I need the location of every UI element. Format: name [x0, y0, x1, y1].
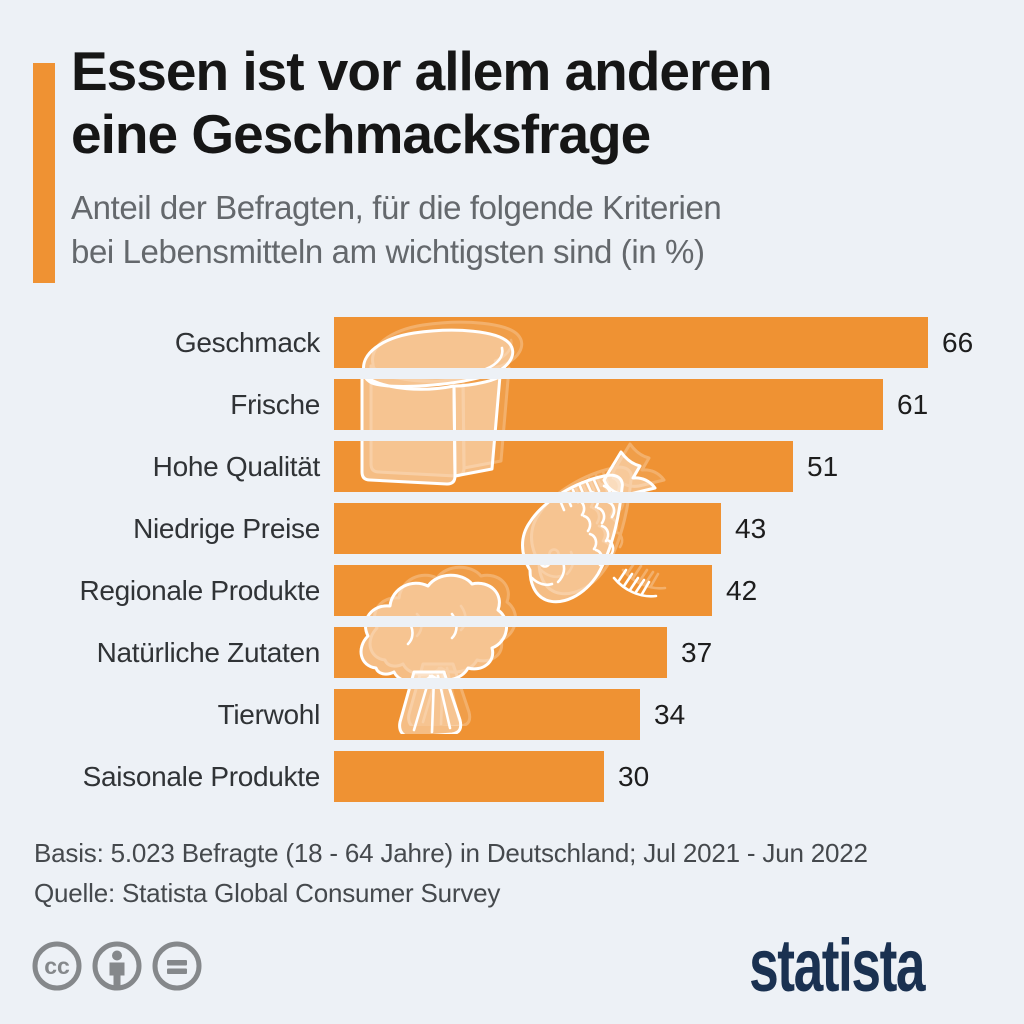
value-label: 43: [735, 512, 767, 544]
attribution-icon[interactable]: [92, 941, 142, 991]
value-label: 42: [726, 574, 758, 606]
title-line-2: eine Geschmacksfrage: [71, 102, 651, 165]
bar: [334, 627, 667, 678]
bar-gap: [334, 492, 1014, 503]
no-derivatives-icon[interactable]: [152, 941, 202, 991]
license-icons[interactable]: cc: [32, 941, 202, 991]
value-label: 34: [654, 698, 686, 730]
bar: [334, 751, 604, 802]
bar-gap: [334, 616, 1014, 627]
value-label: 61: [897, 388, 929, 420]
bar-gap: [334, 678, 1014, 689]
bar-row: Tierwohl 34: [0, 689, 1024, 740]
category-label: Geschmack: [174, 326, 320, 358]
title-accent-bar: [33, 63, 55, 283]
bar-gap: [334, 554, 1014, 565]
subtitle-line-2: bei Lebensmitteln am wichtigsten sind (i…: [71, 232, 705, 270]
statista-wordmark[interactable]: statista: [748, 924, 925, 1007]
basis-note: Basis: 5.023 Befragte (18 - 64 Jahre) in…: [34, 838, 868, 868]
value-label: 51: [807, 450, 839, 482]
title-line-1: Essen ist vor allem anderen: [71, 40, 773, 102]
bar-row: Saisonale Produkte 30: [0, 751, 1024, 802]
bar-row: Geschmack 66: [0, 317, 1024, 368]
bar: [334, 689, 640, 740]
bar-gap: [334, 368, 1014, 379]
bar: [334, 317, 928, 368]
value-label: 66: [942, 326, 974, 358]
chart-title: Essen ist vor allem anderen eine Geschmac…: [71, 40, 773, 165]
broccoli-illustration: [359, 573, 508, 734]
category-label: Tierwohl: [217, 698, 321, 730]
category-label: Natürliche Zutaten: [96, 636, 321, 668]
cc-icon[interactable]: cc: [32, 941, 82, 991]
bar-row: Natürliche Zutaten 37: [0, 627, 1024, 678]
category-label: Saisonale Produkte: [82, 760, 321, 792]
bar-gap: [334, 740, 1014, 751]
category-label: Hohe Qualität: [152, 450, 321, 482]
source-note: Quelle: Statista Global Consumer Survey: [34, 878, 501, 908]
bar-row: Regionale Produkte 42: [0, 565, 1024, 616]
bar-row: Niedrige Preise 43: [0, 503, 1024, 554]
fish-illustration: [521, 450, 658, 604]
value-label: 30: [618, 760, 650, 792]
bar-row: Frische 61: [0, 379, 1024, 430]
category-label: Niedrige Preise: [133, 512, 320, 544]
category-label: Regionale Produkte: [79, 574, 320, 606]
chart-subtitle: Anteil der Befragten, für die folgende K…: [71, 186, 722, 273]
bar: [334, 379, 883, 430]
category-label: Frische: [230, 388, 320, 420]
bar-gap: [334, 430, 1014, 441]
svg-text:cc: cc: [44, 953, 70, 979]
subtitle-line-1: Anteil der Befragten, für die folgende K…: [71, 189, 722, 226]
value-label: 37: [681, 636, 713, 668]
